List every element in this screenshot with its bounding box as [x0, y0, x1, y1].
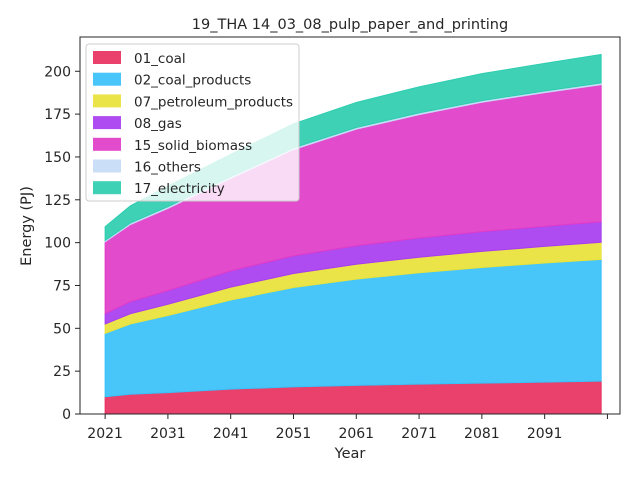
legend-swatch — [93, 51, 121, 64]
legend-swatch — [93, 72, 121, 86]
x-tick-label: 2041 — [213, 426, 249, 442]
legend: 01_coal 02_coal_products 07_petroleum_prod… — [85, 43, 300, 202]
x-tick-label: 2051 — [276, 426, 312, 442]
legend-swatch — [93, 116, 121, 130]
y-axis: 0 25 50 75 100 125 150 175 200 — [44, 64, 80, 423]
x-tick-label: 2031 — [150, 426, 186, 442]
legend-label: 02_coal_products — [134, 73, 251, 89]
y-tick-label: 175 — [44, 107, 71, 123]
x-axis: 2021 2031 2041 2051 2061 2071 2081 2091 — [87, 414, 608, 442]
legend-swatch — [93, 159, 121, 173]
y-tick-label: 125 — [44, 193, 71, 209]
chart-title: 19_THA 14_03_08_pulp_paper_and_printing — [192, 17, 508, 33]
legend-box — [85, 43, 300, 202]
legend-swatch — [93, 137, 121, 151]
legend-swatch — [93, 181, 121, 195]
y-tick-label: 75 — [53, 278, 71, 294]
y-tick-label: 100 — [44, 236, 71, 252]
x-tick-label: 2091 — [527, 426, 563, 442]
x-tick-label: 2081 — [464, 426, 500, 442]
legend-label: 15_solid_biomass — [134, 138, 252, 154]
x-tick-label: 2071 — [401, 426, 437, 442]
x-axis-title: Year — [334, 446, 366, 462]
plot-frame — [79, 36, 621, 415]
y-tick-label: 0 — [62, 407, 71, 423]
legend-label: 08_gas — [134, 116, 182, 132]
legend-label: 07_petroleum_products — [134, 94, 293, 110]
legend-label: 17_electricity — [134, 181, 225, 197]
x-tick-label: 2021 — [87, 426, 123, 442]
y-tick-label: 25 — [53, 364, 71, 380]
y-tick-label: 200 — [44, 64, 71, 80]
legend-label: 16_others — [134, 160, 201, 176]
x-tick-label: 2061 — [338, 426, 374, 442]
y-tick-label: 150 — [44, 150, 71, 166]
y-tick-label: 50 — [53, 321, 71, 337]
y-axis-title: Energy (PJ) — [19, 186, 35, 266]
legend-label: 01_coal — [134, 51, 186, 67]
legend-swatch — [93, 94, 121, 108]
